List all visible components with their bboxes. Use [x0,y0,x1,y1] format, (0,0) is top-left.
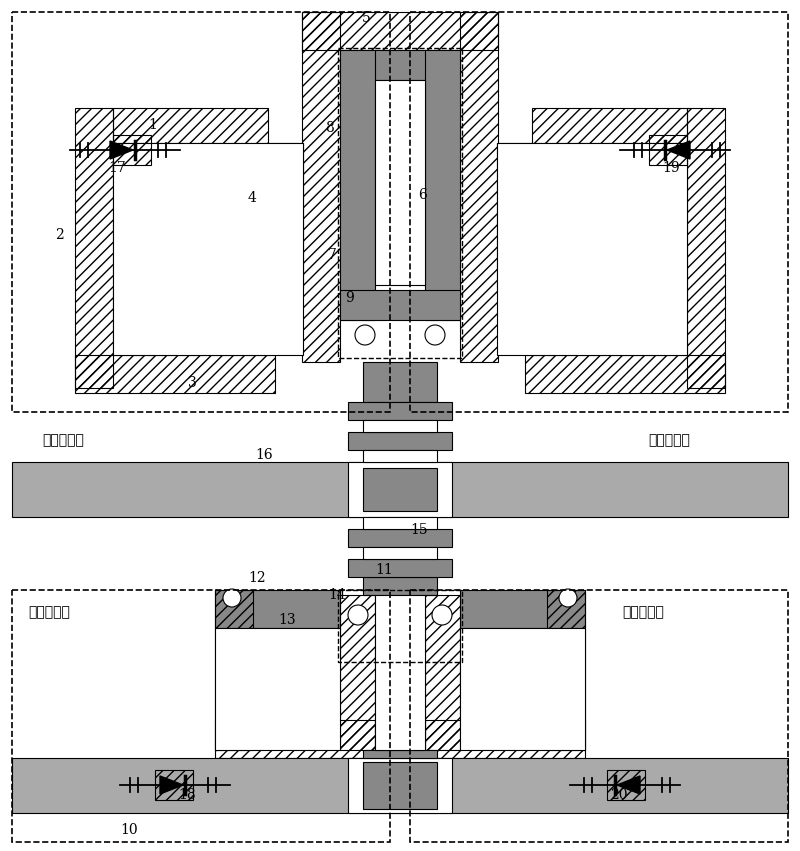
Bar [215,720,375,758]
Bar [363,468,437,511]
Text: 14: 14 [328,588,346,602]
Bar [410,590,788,842]
Bar [460,590,585,628]
Text: 15: 15 [410,523,428,537]
Circle shape [559,589,577,607]
Bar [340,50,460,80]
Bar [425,720,585,758]
Polygon shape [667,141,690,159]
Text: 6: 6 [418,188,426,202]
Bar [649,135,687,165]
Text: 5: 5 [362,11,370,25]
Text: 8: 8 [325,121,334,135]
Bar [340,50,375,320]
Text: 9: 9 [345,291,354,305]
Text: 3: 3 [188,376,197,390]
Bar [363,547,437,559]
Polygon shape [160,776,183,794]
Bar [215,590,253,750]
Bar [12,462,788,517]
Polygon shape [617,776,640,794]
Bar [338,48,462,358]
Circle shape [355,325,375,345]
Polygon shape [110,141,133,159]
Bar [338,590,462,662]
Text: 17: 17 [108,161,126,175]
Bar [410,12,788,412]
Bar [215,628,340,750]
Bar [363,577,437,595]
Text: 19: 19 [662,161,680,175]
Circle shape [223,589,241,607]
Bar [425,50,460,320]
Circle shape [425,325,445,345]
Bar [348,758,452,813]
Circle shape [348,605,368,625]
Bar [348,559,452,577]
Text: 第一谐振器: 第一谐振器 [42,433,84,447]
Bar [425,595,460,750]
Bar [687,108,725,388]
Text: 第三谐振器: 第三谐振器 [28,605,70,619]
Bar [363,450,437,462]
Bar [302,12,498,50]
Circle shape [432,605,452,625]
Bar [348,462,452,517]
Text: 10: 10 [120,823,138,837]
Text: 13: 13 [278,613,296,627]
Bar [340,595,375,750]
Bar [363,362,437,402]
Bar [113,108,268,143]
Text: 1: 1 [148,118,157,132]
Bar [497,143,532,288]
Bar [363,420,437,432]
Bar [348,432,452,450]
Text: 2: 2 [55,228,64,242]
Bar [363,750,437,758]
Text: 第四谐振器: 第四谐振器 [622,605,664,619]
Bar [12,758,788,813]
Bar [155,770,193,800]
Bar [113,135,151,165]
Bar [460,628,585,750]
Bar [302,12,340,362]
Bar [268,143,303,288]
Text: 第二谐振器: 第二谐振器 [648,433,690,447]
Bar [607,770,645,800]
Bar [113,143,303,355]
Bar [460,12,498,362]
Bar [75,108,113,388]
Text: 16: 16 [255,448,273,462]
Bar [75,355,275,393]
Text: 18: 18 [178,788,196,802]
Bar [375,595,425,750]
Bar [532,108,687,143]
Bar [497,143,687,355]
Bar [12,12,390,412]
Bar [340,290,460,320]
Text: 4: 4 [248,191,257,205]
Bar [525,355,725,393]
Text: 7: 7 [328,248,337,262]
Bar [348,402,452,420]
Bar [363,517,437,529]
Bar [375,80,425,285]
Text: 12: 12 [248,571,266,585]
Bar [12,590,390,842]
Bar [348,529,452,547]
Bar [363,762,437,809]
Bar [215,590,340,628]
Text: 20: 20 [610,788,627,802]
Bar [547,590,585,750]
Text: 11: 11 [375,563,393,577]
